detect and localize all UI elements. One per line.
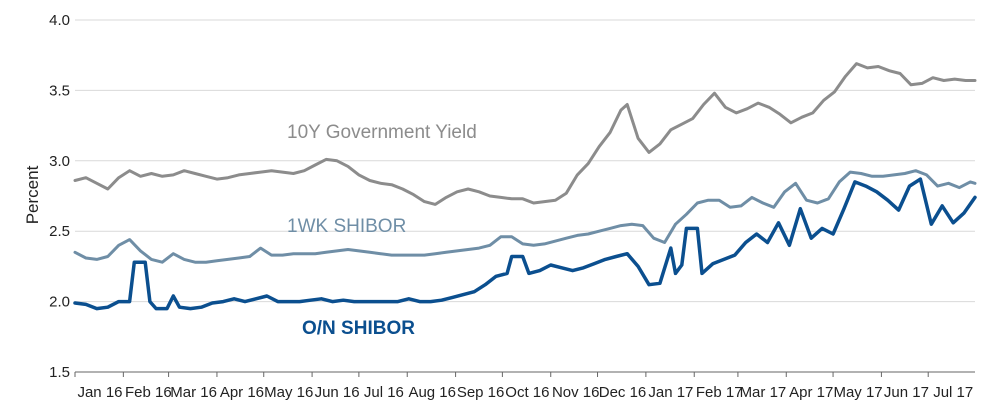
x-tick-label: Feb 17 bbox=[696, 384, 743, 401]
x-tick-label: May 16 bbox=[264, 384, 313, 401]
x-tick-label: Jan 17 bbox=[648, 384, 693, 401]
x-tick-label: Feb 16 bbox=[125, 384, 172, 401]
x-tick-label: Sep 16 bbox=[457, 384, 505, 401]
y-axis-label: Percent bbox=[23, 165, 42, 224]
series-label-1wk-shibor: 1WK SHIBOR bbox=[287, 216, 406, 237]
series-label-10y-government-yield: 10Y Government Yield bbox=[287, 122, 477, 143]
series-line-1wk-shibor bbox=[73, 169, 977, 264]
x-tick-label: Mar 16 bbox=[170, 384, 217, 401]
x-tick-label: Oct 16 bbox=[505, 384, 549, 401]
x-tick-label: Mar 17 bbox=[740, 384, 787, 401]
y-tick-label: 3.5 bbox=[49, 82, 70, 99]
y-axis-ticks: 1.5 2.0 2.5 3.0 3.5 4.0 bbox=[49, 12, 70, 381]
x-tick-label: Nov 16 bbox=[552, 384, 600, 401]
x-tick-label: May 17 bbox=[833, 384, 882, 401]
x-tick-label: Aug 16 bbox=[408, 384, 456, 401]
x-tick-label: Dec 16 bbox=[599, 384, 647, 401]
x-tick-label: Jul 17 bbox=[933, 384, 973, 401]
x-tick-label: Apr 17 bbox=[789, 384, 833, 401]
y-tick-label: 1.5 bbox=[49, 364, 70, 381]
x-tick-label: Apr 16 bbox=[220, 384, 264, 401]
x-tick-label: Jul 16 bbox=[364, 384, 404, 401]
series-lines bbox=[73, 62, 977, 311]
y-tick-label: 3.0 bbox=[49, 153, 70, 170]
series-line-10y-government-yield bbox=[73, 62, 977, 206]
x-tick-label: Jan 16 bbox=[77, 384, 122, 401]
y-tick-label: 4.0 bbox=[49, 12, 70, 29]
series-line-o-n-shibor bbox=[73, 177, 977, 311]
y-tick-label: 2.0 bbox=[49, 294, 70, 311]
x-tick-label: Jun 16 bbox=[315, 384, 360, 401]
x-tick-label: Jun 17 bbox=[884, 384, 929, 401]
series-label-on-shibor: O/N SHIBOR bbox=[302, 318, 415, 339]
y-tick-label: 2.5 bbox=[49, 223, 70, 240]
